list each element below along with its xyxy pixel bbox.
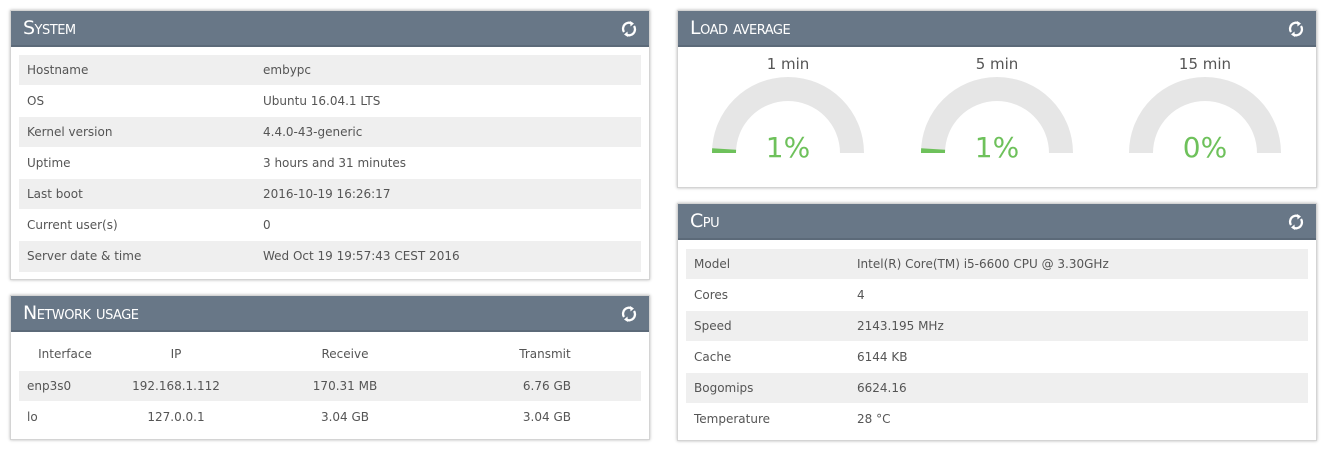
refresh-icon[interactable] [1286, 19, 1306, 39]
row-label: Cores [686, 279, 849, 311]
col-header-ip: IP [170, 346, 182, 361]
transmit-cell: 6.76 GB [449, 369, 641, 401]
load-gauge: 15 min 0% [1125, 53, 1285, 173]
gauge-value: 1% [765, 131, 811, 164]
col-header-interface: Interface [38, 346, 92, 361]
gauge-fill [712, 148, 737, 153]
network-panel-header: Network usage [11, 296, 649, 332]
cpu-panel: Cpu Model Intel(R) Core(TM) i5-6600 CPU @… [677, 203, 1317, 441]
row-label: Server date & time [19, 240, 255, 272]
table-row: Cache 6144 KB [686, 341, 1308, 373]
refresh-icon[interactable] [1286, 212, 1306, 232]
gauge-label: 15 min [1178, 55, 1232, 73]
row-value: Wed Oct 19 19:57:43 CEST 2016 [255, 240, 641, 272]
table-row: enp3s0 192.168.1.112 170.31 MB 6.76 GB [19, 369, 641, 401]
table-row: OS Ubuntu 16.04.1 LTS [19, 85, 641, 117]
row-value: 6144 KB [849, 341, 1308, 373]
load-average-panel: Load average 1 min 1% 5 min 1% 15 min 0% [677, 10, 1317, 188]
system-panel-header: System [11, 11, 649, 47]
gauge-fill [921, 148, 946, 153]
row-value: 0 [255, 209, 641, 241]
table-row: Temperature 28 °C [686, 403, 1308, 435]
table-row: Hostname embypc [19, 54, 641, 86]
network-table: Interface IP Receive Transmit enp3s0 192.… [19, 338, 641, 432]
row-label: Bogomips [686, 372, 849, 404]
cpu-panel-header: Cpu [678, 204, 1316, 240]
table-row: Cores 4 [686, 279, 1308, 311]
system-panel: System Hostname embypc OS Ubuntu 16.04.1 LT… [10, 10, 650, 280]
gauge-track [712, 77, 864, 153]
row-label: Model [686, 248, 849, 280]
gauge-arc [921, 77, 1073, 153]
cpu-table: Model Intel(R) Core(TM) i5-6600 CPU @ 3.3… [686, 248, 1308, 435]
load-average-panel-header: Load average [678, 11, 1316, 47]
transmit-cell: 3.04 GB [449, 400, 641, 432]
gauge-value: 0% [1182, 131, 1228, 164]
table-row: lo 127.0.0.1 3.04 GB 3.04 GB [19, 400, 641, 432]
receive-cell: 3.04 GB [241, 400, 449, 432]
gauge-value: 1% [974, 131, 1020, 164]
table-row: Uptime 3 hours and 31 minutes [19, 147, 641, 179]
gauge-label: 5 min [975, 55, 1019, 73]
refresh-icon[interactable] [619, 19, 639, 39]
system-table: Hostname embypc OS Ubuntu 16.04.1 LTS Kernel… [19, 54, 641, 272]
network-panel: Network usage Interface IP Receive Trans… [10, 295, 650, 440]
row-label: Cache [686, 341, 849, 373]
row-value: Ubuntu 16.04.1 LTS [255, 85, 641, 117]
table-row: Current user(s) 0 [19, 209, 641, 241]
load-gauge: 1 min 1% [708, 53, 868, 173]
system-panel-title: System [23, 17, 76, 39]
table-row: Speed 2143.195 MHz [686, 310, 1308, 342]
gauge-label: 1 min [766, 55, 810, 73]
row-value: 2143.195 MHz [849, 310, 1308, 342]
row-value: 3 hours and 31 minutes [255, 147, 641, 179]
network-panel-title: Network usage [23, 302, 139, 324]
row-label: Hostname [19, 54, 255, 86]
row-label: Kernel version [19, 116, 255, 148]
receive-cell: 170.31 MB [241, 369, 449, 401]
load-average-panel-title: Load average [690, 17, 791, 39]
table-row: Kernel version 4.4.0-43-generic [19, 116, 641, 148]
row-label: Current user(s) [19, 209, 255, 241]
interface-cell: lo [19, 400, 111, 432]
row-label: Speed [686, 310, 849, 342]
interface-cell: enp3s0 [19, 369, 111, 401]
refresh-icon[interactable] [619, 304, 639, 324]
row-label: OS [19, 85, 255, 117]
row-value: 28 °C [849, 403, 1308, 435]
ip-cell: 192.168.1.112 [111, 369, 241, 401]
table-row: Model Intel(R) Core(TM) i5-6600 CPU @ 3.3… [686, 248, 1308, 280]
table-row: Bogomips 6624.16 [686, 372, 1308, 404]
row-value: 4.4.0-43-generic [255, 116, 641, 148]
load-gauge: 5 min 1% [917, 53, 1077, 173]
cpu-panel-title: Cpu [690, 210, 720, 232]
row-label: Uptime [19, 147, 255, 179]
row-label: Temperature [686, 403, 849, 435]
gauge-track [1129, 77, 1281, 153]
table-row: Last boot 2016-10-19 16:26:17 [19, 178, 641, 210]
gauge-track [921, 77, 1073, 153]
table-row: Server date & time Wed Oct 19 19:57:43 CE… [19, 240, 641, 272]
row-value: 4 [849, 279, 1308, 311]
network-table-header: Interface IP Receive Transmit [19, 338, 641, 370]
row-value: Intel(R) Core(TM) i5-6600 CPU @ 3.30GHz [849, 248, 1308, 280]
row-label: Last boot [19, 178, 255, 210]
row-value: 2016-10-19 16:26:17 [255, 178, 641, 210]
col-header-transmit: Transmit [519, 346, 571, 361]
row-value: 6624.16 [849, 372, 1308, 404]
gauge-arc [712, 77, 864, 153]
row-value: embypc [255, 54, 641, 86]
ip-cell: 127.0.0.1 [111, 400, 241, 432]
gauge-arc [1129, 77, 1281, 153]
col-header-receive: Receive [321, 346, 369, 361]
